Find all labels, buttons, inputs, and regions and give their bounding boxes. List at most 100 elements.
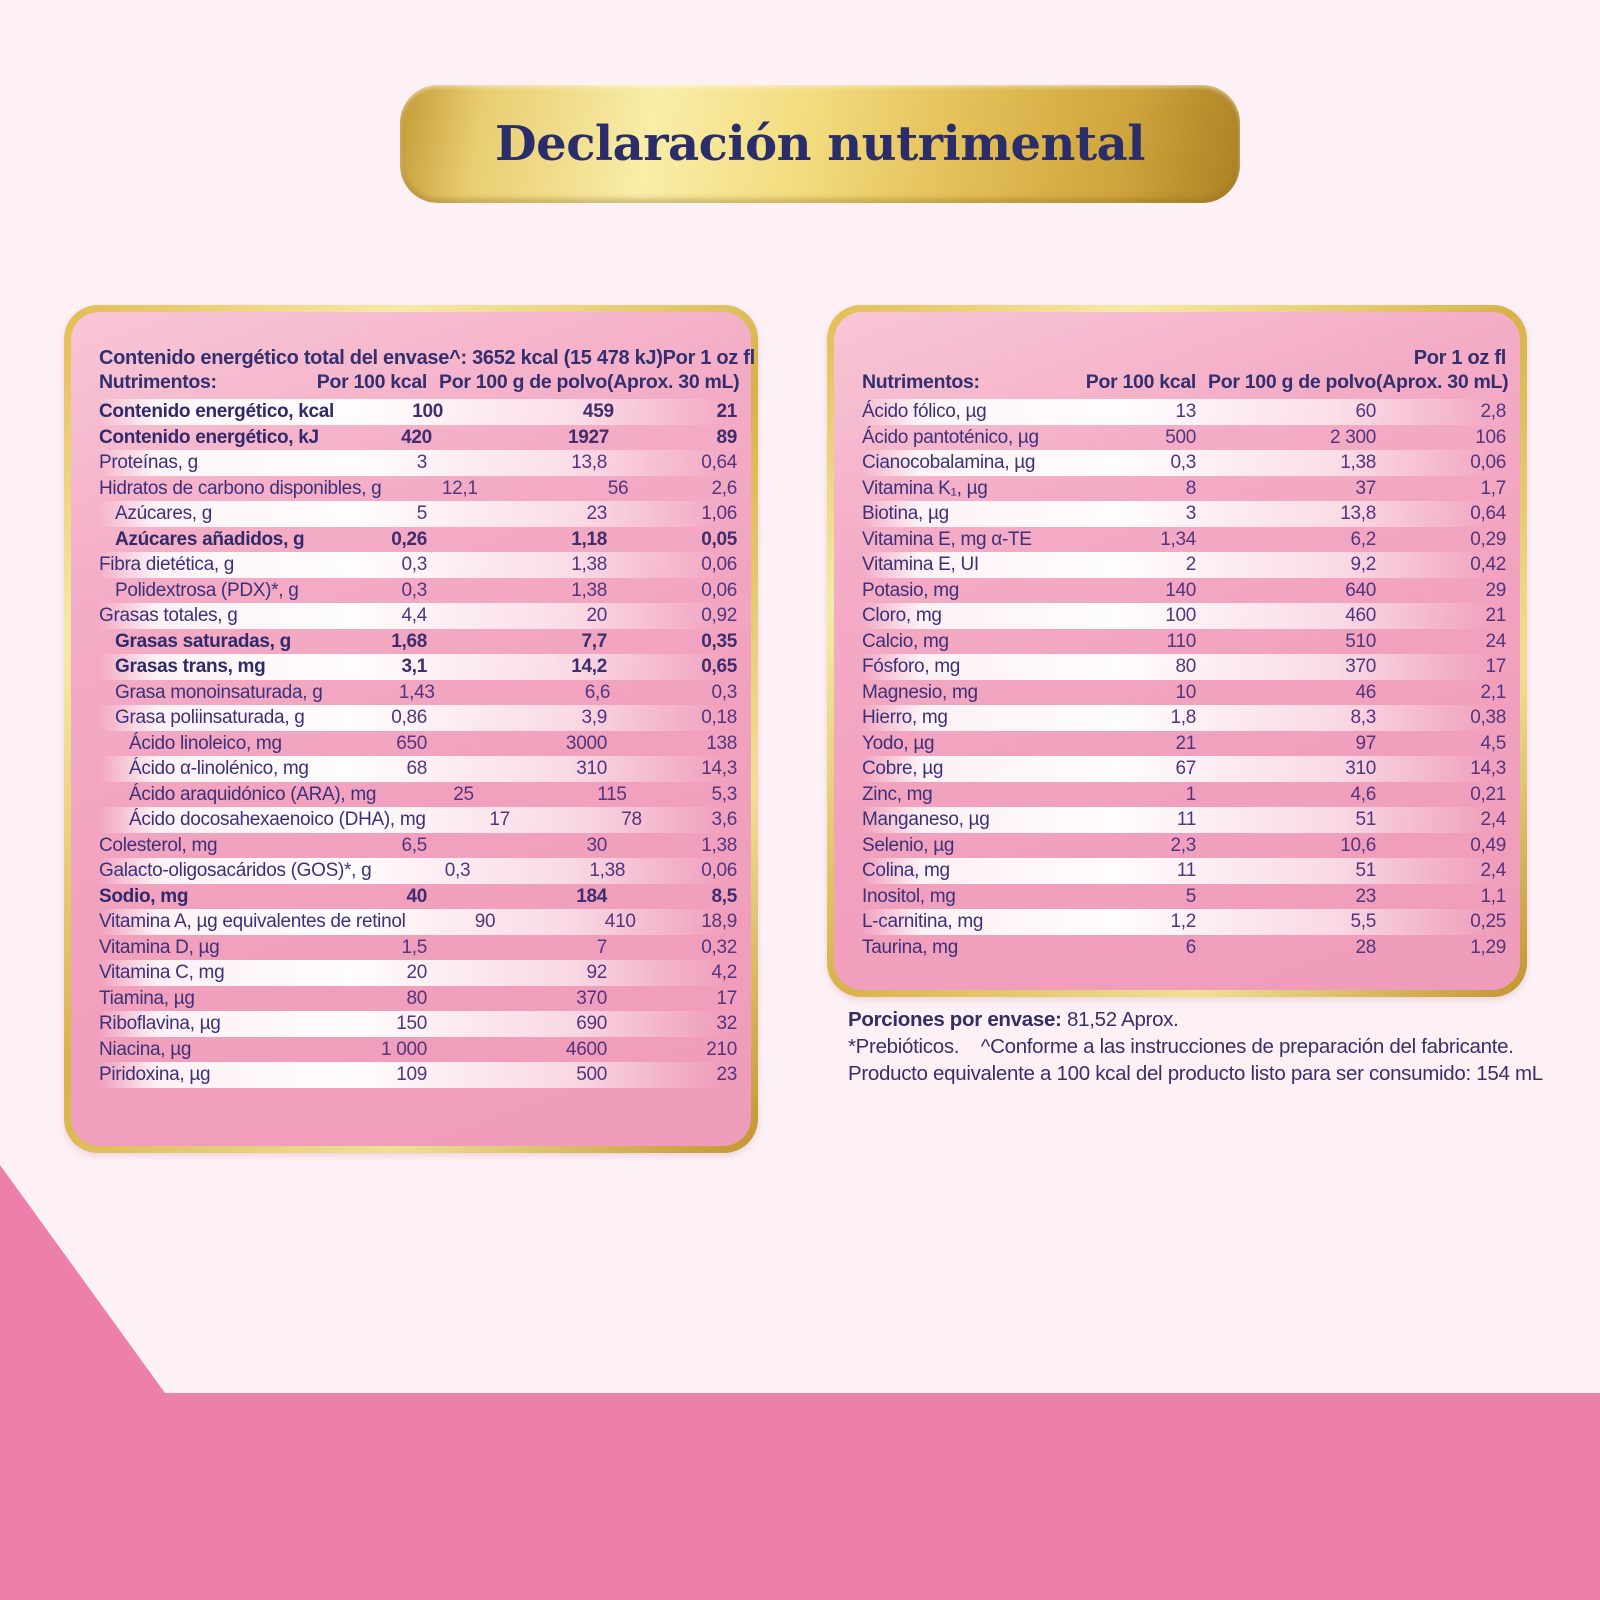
row-value-per-1oz: 0,06: [1470, 452, 1506, 473]
row-value-per-100g-polvo: 14,2: [571, 656, 607, 677]
row-value-per-100g-polvo: 1,18: [571, 528, 607, 550]
table-row: Vitamina E, mg α-TE 1,34 6,2 0,29: [862, 527, 1506, 553]
footnote-equivalence: Producto equivalente a 100 kcal del prod…: [848, 1062, 1543, 1085]
table-row: Calcio, mg 110 510 24: [862, 629, 1506, 655]
left-table-header-line2: Nutrimentos: Por 100 kcal Por 100 g de p…: [99, 371, 740, 394]
row-value-per-100g-polvo: 4600: [565, 1038, 607, 1060]
row-value-per-1oz: 29: [1485, 579, 1506, 601]
row-value-per-100kcal: 90: [474, 911, 496, 932]
row-label: Magnesio, mg: [862, 681, 978, 703]
row-value-per-100kcal: 150: [396, 1013, 427, 1034]
row-value-per-1oz: 0,06: [701, 860, 737, 881]
row-label: Azúcares, g: [115, 503, 213, 524]
row-label: Riboflavina, µg: [99, 1013, 221, 1034]
row-label: Potasio, mg: [862, 579, 960, 601]
row-label: Ácido linoleico, mg: [129, 732, 282, 754]
table-row: Fósforo, mg 80 370 17: [862, 654, 1506, 680]
row-value-per-100kcal: 2: [1185, 554, 1197, 575]
row-label: Zinc, mg: [862, 783, 933, 805]
row-value-per-1oz: 5,3: [711, 783, 738, 805]
row-label: Grasas saturadas, g: [115, 630, 291, 652]
row-value-per-1oz: 0,35: [701, 630, 737, 652]
row-value-per-100g-polvo: 46: [1355, 681, 1376, 703]
row-value-per-100g-polvo: 51: [1355, 860, 1376, 881]
row-label: Hierro, mg: [862, 707, 948, 728]
table-row: Contenido energético, kJ 420 1927 89: [99, 425, 737, 451]
row-value-per-100g-polvo: 460: [1345, 605, 1376, 626]
row-value-per-100kcal: 20: [406, 962, 427, 983]
row-value-per-100g-polvo: 97: [1355, 732, 1376, 754]
row-value-per-1oz: 0,64: [701, 452, 737, 473]
row-value-per-1oz: 106: [1475, 426, 1506, 448]
table-row: Contenido energético, kcal 100 459 21: [99, 399, 737, 425]
row-value-per-100kcal: 13: [1175, 401, 1196, 422]
row-value-per-100kcal: 25: [453, 783, 474, 805]
row-label: Selenio, µg: [862, 834, 955, 856]
row-label: Cianocobalamina, µg: [862, 452, 1036, 473]
row-value-per-100kcal: 650: [396, 732, 427, 754]
row-label: Cloro, mg: [862, 605, 942, 626]
column-header-per-100g-polvo: Por 100 g de polvo: [439, 371, 607, 393]
row-value-per-1oz: 1,7: [1480, 477, 1506, 499]
table-row: Magnesio, mg 10 46 2,1: [862, 680, 1506, 706]
row-value-per-100g-polvo: 7: [596, 936, 608, 958]
row-value-per-100g-polvo: 115: [597, 783, 627, 805]
row-label: Ácido pantoténico, µg: [862, 426, 1039, 448]
row-label: L-carnitina, mg: [862, 911, 984, 932]
table-row: Biotina, µg 3 13,8 0,64: [862, 501, 1506, 527]
row-value-per-100kcal: 0,26: [391, 528, 427, 550]
left-table-rows: Contenido energético, kcal 100 459 21 Conten…: [99, 399, 737, 1088]
table-row: Fibra dietética, g 0,3 1,38 0,06: [99, 552, 737, 578]
table-row: Sodio, mg 40 184 8,5: [99, 884, 737, 910]
row-label: Vitamina E, UI: [862, 554, 979, 575]
table-row: Galacto-oligosacáridos (GOS)*, g 0,3 1,38 0…: [99, 858, 737, 884]
row-label: Vitamina C, mg: [99, 962, 225, 983]
row-value-per-100kcal: 1,5: [401, 936, 427, 958]
row-label: Yodo, µg: [862, 732, 935, 754]
row-value-per-1oz: 0,42: [1470, 554, 1506, 575]
row-value-per-1oz: 210: [706, 1038, 737, 1060]
row-label: Azúcares añadidos, g: [115, 528, 305, 550]
row-value-per-100kcal: 0,3: [401, 554, 427, 575]
table-row: Grasas totales, g 4,4 20 0,92: [99, 603, 737, 629]
row-label: Vitamina E, mg α-TE: [862, 528, 1032, 550]
table-row: Proteínas, g 3 13,8 0,64: [99, 450, 737, 476]
row-value-per-1oz: 14,3: [1470, 758, 1506, 779]
row-value-per-1oz: 0,29: [1470, 528, 1506, 550]
row-value-per-100g-polvo: 184: [576, 885, 607, 907]
row-value-per-1oz: 1,1: [1480, 885, 1506, 907]
table-row: Cloro, mg 100 460 21: [862, 603, 1506, 629]
row-label: Vitamina K₁, µg: [862, 477, 988, 499]
column-header-per-1oz-line1: Por 1 oz fl: [662, 347, 756, 369]
energy-total-note: Contenido energético total del envase^: …: [99, 347, 663, 369]
row-value-per-100g-polvo: 1,38: [589, 860, 626, 881]
table-row: Colina, mg 11 51 2,4: [862, 858, 1506, 884]
row-value-per-1oz: 23: [716, 1064, 737, 1085]
table-row: Selenio, µg 2,3 10,6 0,49: [862, 833, 1506, 859]
table-row: Vitamina C, mg 20 92 4,2: [99, 960, 737, 986]
row-value-per-100kcal: 10: [1175, 681, 1196, 703]
row-value-per-1oz: 8,5: [711, 885, 737, 907]
row-value-per-100g-polvo: 6,6: [584, 681, 611, 703]
row-value-per-1oz: 21: [716, 401, 737, 422]
row-value-per-100g-polvo: 92: [586, 962, 607, 983]
table-row: Grasa monoinsaturada, g 1,43 6,6 0,3: [99, 680, 737, 706]
nutrition-panel-right: Por 1 oz fl Nutrimentos: Por 100 kcal Po…: [827, 305, 1527, 997]
row-value-per-1oz: 0,49: [1470, 834, 1506, 856]
table-row: Ácido α-linolénico, mg 68 310 14,3: [99, 756, 737, 782]
row-value-per-1oz: 24: [1485, 630, 1506, 652]
table-row: Polidextrosa (PDX)*, g 0,3 1,38 0,06: [99, 578, 737, 604]
table-row: Colesterol, mg 6,5 30 1,38: [99, 833, 737, 859]
row-value-per-100kcal: 6,5: [401, 834, 427, 856]
column-header-per-1oz-line2: (Aprox. 30 mL): [1376, 371, 1509, 393]
row-value-per-100g-polvo: 30: [586, 834, 607, 856]
table-row: Taurina, mg 6 28 1,29: [862, 935, 1506, 961]
row-label: Sodio, mg: [99, 885, 189, 907]
row-value-per-100kcal: 3: [416, 452, 428, 473]
row-value-per-1oz: 0,18: [701, 707, 737, 728]
table-row: Ácido docosahexaenoico (DHA), mg 17 78 3,6: [99, 807, 737, 833]
column-header-per-100kcal: Por 100 kcal: [316, 371, 428, 393]
row-value-per-100g-polvo: 5,5: [1350, 911, 1376, 932]
row-label: Taurina, mg: [862, 936, 958, 958]
row-value-per-100g-polvo: 370: [576, 987, 607, 1009]
